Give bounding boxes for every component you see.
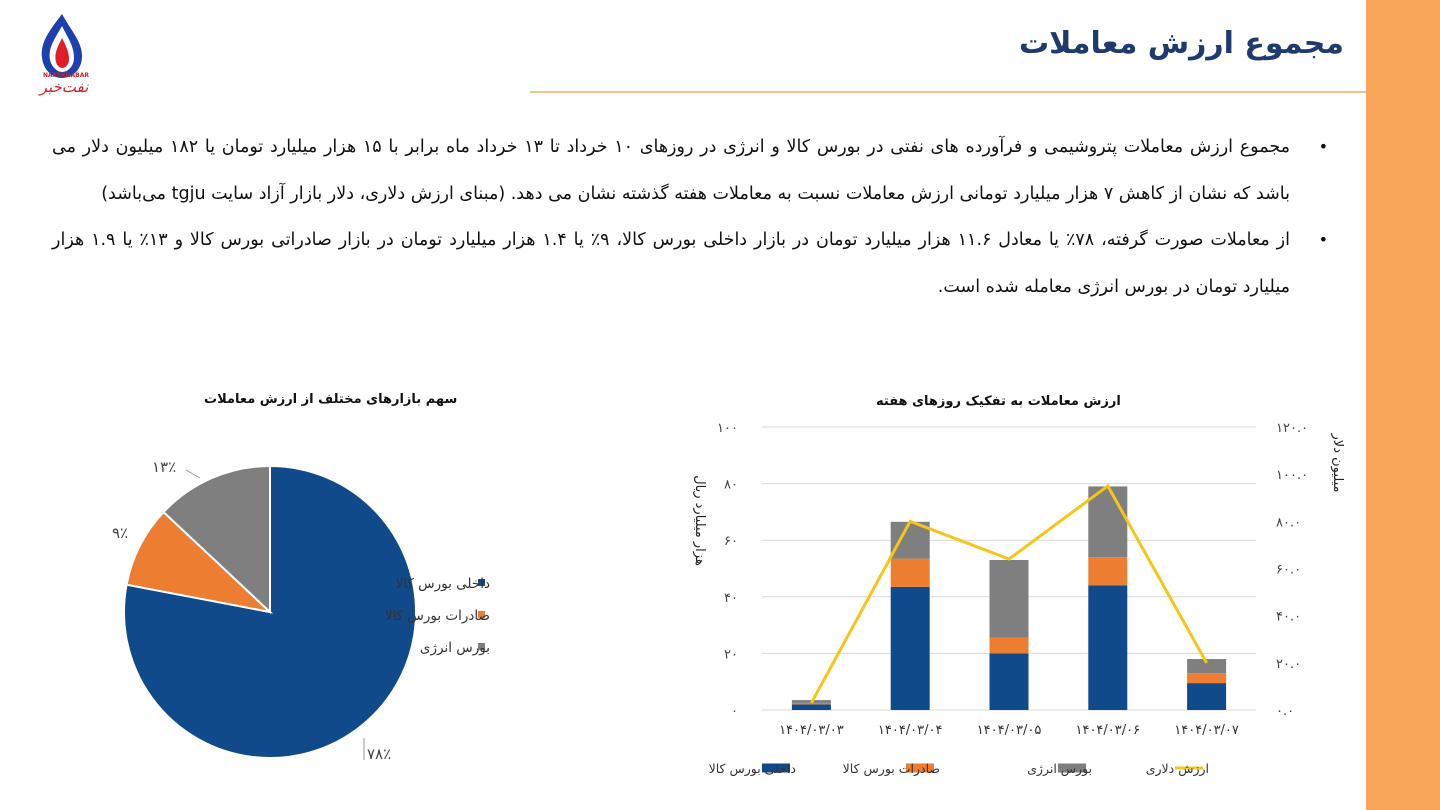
pie-slice: [162, 464, 271, 615]
bar-segment: [890, 586, 930, 710]
x-tick-label: ۱۴۰۴/۰۳/۰۴: [878, 723, 943, 738]
pie-legend-swatch: [478, 579, 485, 586]
dollar-value-line: [810, 483, 1208, 704]
legend-item-dollar-swatch: [1175, 766, 1203, 770]
bullet-item: مجموع ارزش معاملات پتروشیمی و فرآورده ها…: [52, 124, 1328, 217]
pie-legend-swatch: [478, 643, 485, 650]
y2-tick-label: ۶۰.۰: [1276, 563, 1301, 578]
bar-segment: [989, 560, 1029, 638]
accent-side-band: [1366, 0, 1440, 810]
y-tick-label: ۱۰۰: [717, 421, 738, 436]
bar-chart-title: ارزش معاملات به تفکیک روزهای هفته: [876, 394, 1121, 409]
y-tick-label: ۶۰: [724, 534, 738, 549]
pie-slice: [125, 510, 274, 614]
y2-axis-label: میلیون دلار: [1330, 433, 1345, 493]
y-tick-label: ۰: [731, 704, 738, 719]
bar-segment: [989, 653, 1029, 710]
bullet-item: از معاملات صورت گرفته، ۷۸٪ یا معادل ۱۱.۶…: [52, 217, 1328, 310]
y2-tick-label: ۱۰۰.۰: [1276, 468, 1308, 483]
pie-slice: [123, 464, 417, 759]
page-title: مجموع ارزش معاملات: [1019, 26, 1344, 61]
legend-item-domestic-label: داخلی بورس کالا: [709, 761, 796, 777]
legend-item-energy-label: بورس انرژی: [1027, 761, 1092, 777]
y2-tick-label: ۲۰.۰: [1276, 657, 1301, 672]
bar-segment: [1187, 659, 1227, 674]
bar-segment: [890, 521, 930, 559]
pie-legend-label: بورس انرژی: [420, 640, 490, 656]
pie-chart-title: سهم بازارهای مختلف از ارزش معاملات: [204, 392, 458, 407]
bar-segment: [989, 637, 1029, 654]
pie-label-leader: [185, 469, 201, 479]
legend-item-export-label: صادرات بورس کالا: [843, 761, 940, 777]
y-axis-label: هزار میلیارد ریال: [692, 475, 707, 566]
bar-segment: [1088, 486, 1128, 558]
legend-item-export-swatch: [906, 763, 934, 773]
bar-segment: [890, 558, 930, 587]
y-tick-label: ۴۰: [724, 591, 738, 606]
pie-legend-label: داخلی بورس کالا: [396, 576, 490, 592]
legend-item-domestic-swatch: [762, 763, 790, 773]
bar-segment: [791, 702, 831, 705]
bar-segment: [791, 704, 831, 710]
bar-segment: [1187, 683, 1227, 710]
pie-data-label: ۹٪: [112, 524, 128, 542]
pie-data-label: ۷۸٪: [367, 745, 391, 763]
x-tick-label: ۱۴۰۴/۰۳/۰۷: [1174, 723, 1239, 738]
y2-tick-label: ۸۰.۰: [1276, 515, 1301, 530]
y2-tick-label: ۰.۰: [1276, 704, 1294, 719]
y2-tick-label: ۴۰.۰: [1276, 610, 1301, 625]
y2-tick-label: ۱۲۰.۰: [1276, 421, 1308, 436]
legend-item-energy-swatch: [1058, 763, 1086, 773]
pie-data-label: ۱۳٪: [152, 458, 176, 476]
x-tick-label: ۱۴۰۴/۰۳/۰۳: [779, 723, 844, 738]
logo-latin-text: NAFTKHABAR: [42, 72, 89, 79]
naftkhabar-logo: [30, 12, 100, 102]
legend-item-dollar-label: ارزش دلاری: [1146, 761, 1209, 777]
pie-legend-swatch: [478, 611, 485, 618]
y-tick-label: ۸۰: [724, 478, 738, 493]
bullet-list: مجموع ارزش معاملات پتروشیمی و فرآورده ها…: [52, 124, 1328, 310]
bar-segment: [1088, 585, 1128, 710]
title-divider: [530, 91, 1366, 93]
x-tick-label: ۱۴۰۴/۰۳/۰۶: [1075, 723, 1140, 738]
x-tick-label: ۱۴۰۴/۰۳/۰۵: [977, 723, 1042, 738]
y-tick-label: ۲۰: [724, 647, 738, 662]
bar-segment: [791, 700, 831, 703]
pie-legend-label: صادرات بورس کالا: [385, 608, 490, 624]
bar-segment: [1088, 557, 1128, 586]
logo-persian-text: نفت‌خبر: [39, 78, 89, 96]
bar-segment: [1187, 673, 1227, 684]
